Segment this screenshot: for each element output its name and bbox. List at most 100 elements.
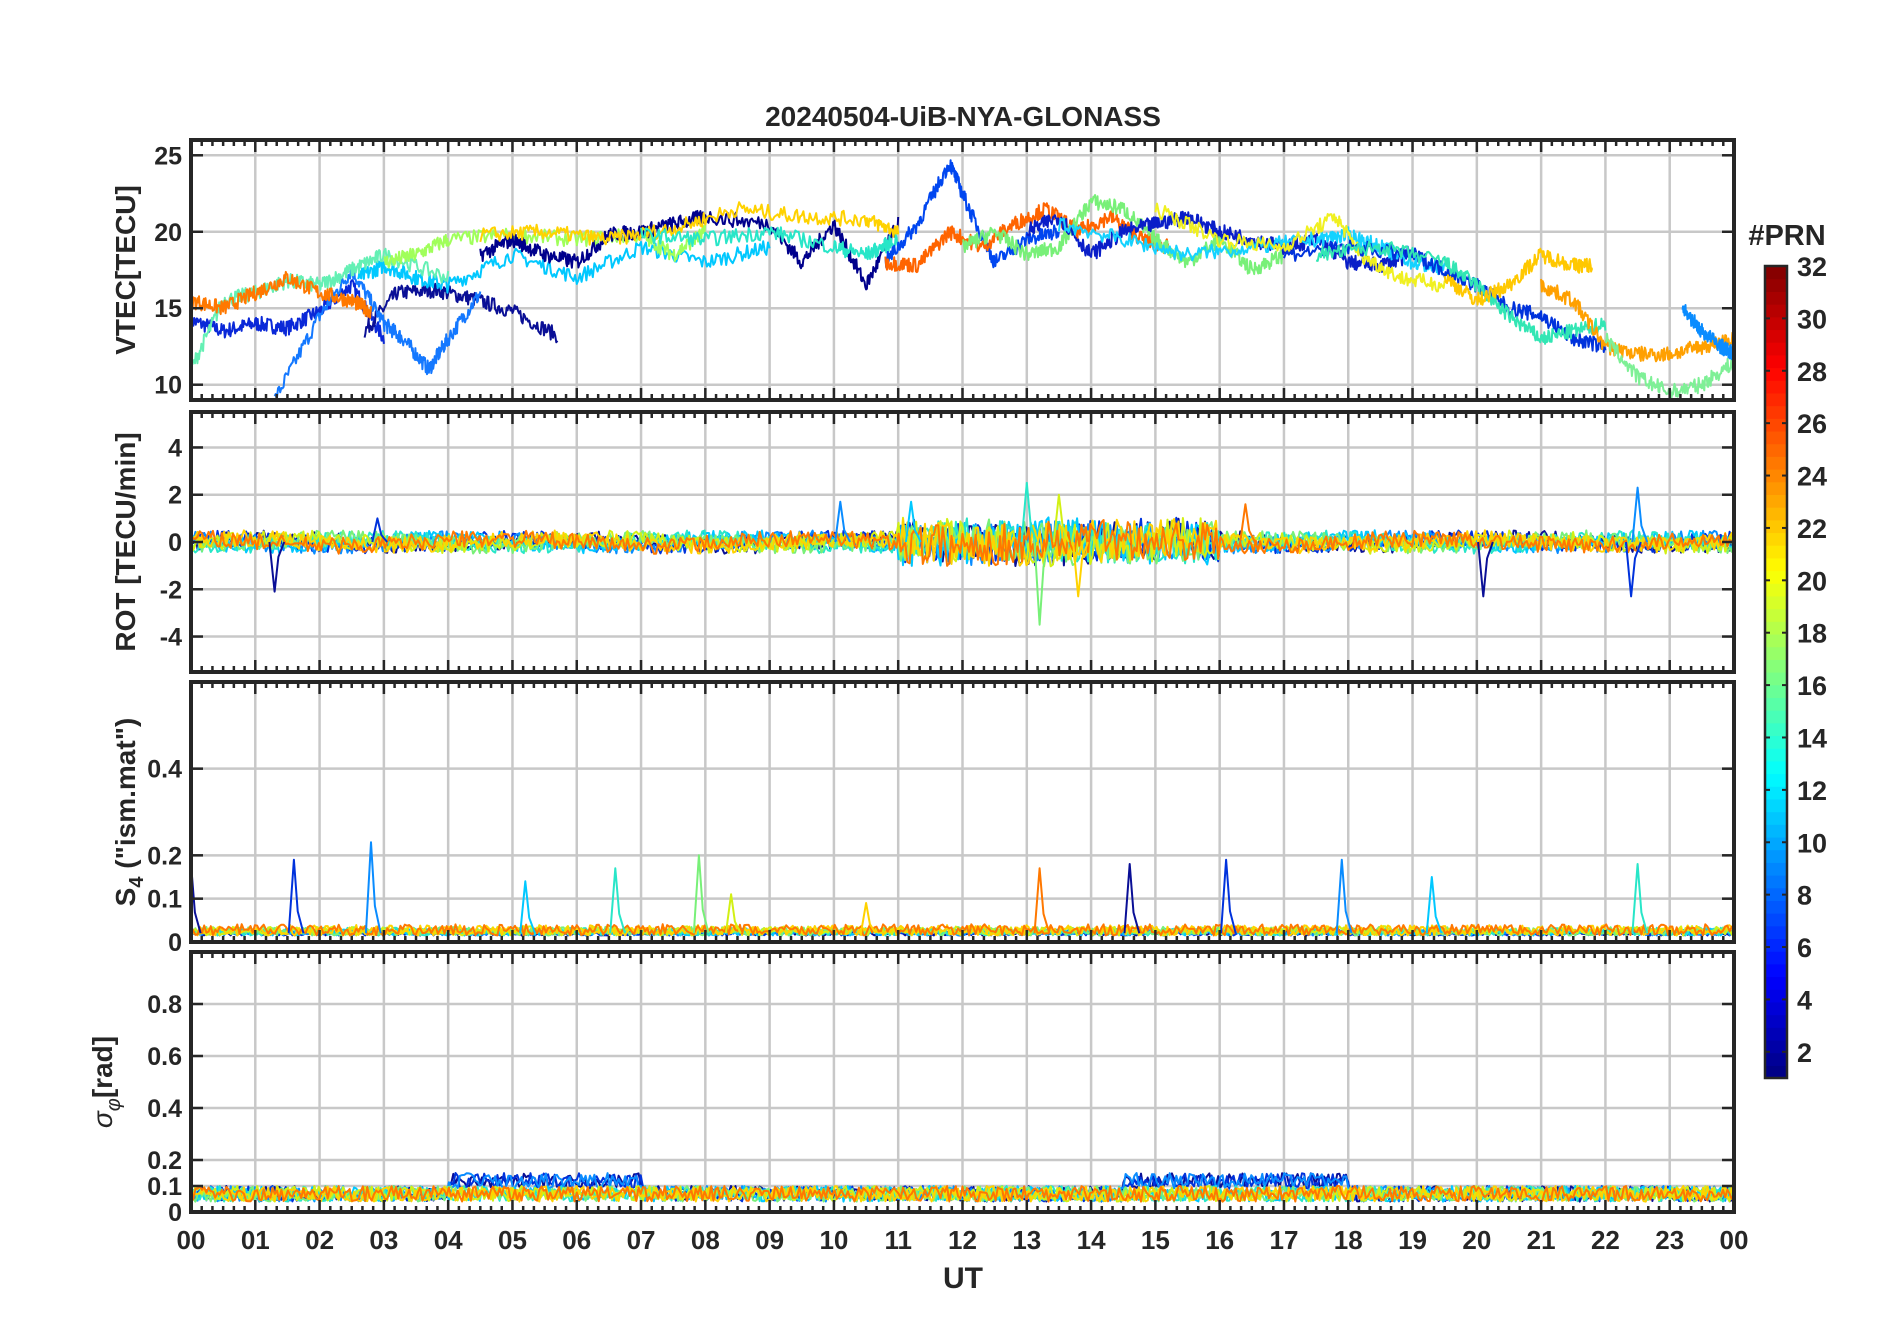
y-tick-label: 0.2 [147, 842, 182, 870]
colorbar-segment [1765, 456, 1787, 470]
y-axis-label-subscript: φ [103, 1098, 125, 1111]
noise-trace [191, 519, 1734, 567]
panel-vtec: 10 15 20 25 VTEC[TECU] [110, 138, 1736, 402]
colorbar-segment [1765, 304, 1787, 318]
x-tick-label: 05 [498, 1225, 527, 1255]
colorbar-segment [1765, 1065, 1787, 1079]
colorbar-segment [1765, 316, 1787, 331]
spike-mark [1239, 503, 1256, 543]
colorbar-segment [1765, 1027, 1787, 1041]
colorbar-segment [1765, 684, 1787, 698]
colorbar-segment [1765, 354, 1787, 369]
colorbar-segment [1765, 722, 1787, 737]
vtec-series-prn-19 [1154, 202, 1446, 293]
colorbar-segment [1765, 760, 1787, 775]
y-tick-label: 0.4 [147, 1095, 182, 1123]
x-tick-label: 10 [819, 1225, 848, 1255]
colorbar-segment [1765, 291, 1787, 305]
colorbar-label: #PRN [1748, 220, 1825, 252]
colorbar-tick-label: 26 [1797, 409, 1827, 439]
colorbar-segment [1765, 773, 1787, 787]
vtec-series-prn-11 [357, 240, 771, 294]
colorbar-tick-label: 28 [1797, 357, 1827, 387]
vtec-series-prn-1 [479, 209, 900, 291]
colorbar-segment [1765, 900, 1787, 914]
colorbar-tick-label: 6 [1797, 933, 1812, 963]
y-axis-label-s4: S4 ("ism.mat") [110, 718, 148, 907]
vtec-series-prn-23 [191, 270, 372, 319]
colorbar-segment [1765, 583, 1787, 597]
x-tick-label: 15 [1141, 1225, 1170, 1255]
colorbar-segment [1765, 925, 1787, 940]
colorbar-segment [1765, 418, 1787, 432]
colorbar-segment [1765, 646, 1787, 660]
y-tick-label: 0 [168, 529, 182, 557]
x-tick-label: 20 [1462, 1225, 1491, 1255]
spike-mark [609, 867, 626, 934]
colorbar-segment [1765, 976, 1787, 990]
y-tick-label: 0.1 [147, 886, 182, 914]
colorbar-segment [1765, 836, 1787, 851]
vtec-series-prn-6 [884, 159, 1060, 269]
colorbar-tick-label: 4 [1797, 985, 1812, 1015]
vtec-series-prn-17 [962, 194, 1285, 276]
colorbar-segment [1765, 481, 1787, 495]
y-tick-label: 15 [154, 295, 182, 323]
spike-mark [1220, 858, 1237, 934]
spike-mark [904, 500, 922, 543]
colorbar-segment [1765, 494, 1787, 508]
colorbar-segment [1765, 951, 1787, 965]
spike-mark [1477, 541, 1494, 598]
noise-trace [191, 1185, 1734, 1203]
colorbar-tick-label: 20 [1797, 566, 1827, 596]
spike-mark [1072, 541, 1089, 598]
x-tick-label: 18 [1334, 1225, 1363, 1255]
x-tick-label: 00 [177, 1225, 206, 1255]
x-tick-label: 08 [691, 1225, 720, 1255]
colorbar-tick-label: 8 [1797, 881, 1812, 911]
y-axis-label-vtec: VTEC[TECU] [110, 185, 141, 355]
spike-mark [1425, 876, 1443, 934]
colorbar-segment [1765, 735, 1787, 749]
y-tick-label: 10 [154, 372, 182, 400]
colorbar-tick-label: 24 [1797, 462, 1827, 492]
colorbar-segment [1765, 633, 1787, 648]
x-tick-label: 22 [1591, 1225, 1620, 1255]
y-tick-label: 0.6 [147, 1043, 182, 1071]
x-tick-label: 17 [1269, 1225, 1298, 1255]
x-tick-label: 07 [627, 1225, 656, 1255]
colorbar-segment [1765, 659, 1787, 673]
colorbar-segment [1765, 672, 1787, 686]
x-tick-label: 16 [1205, 1225, 1234, 1255]
vtec-series-prn-22 [1540, 278, 1734, 363]
colorbar-segment [1765, 278, 1787, 292]
colorbar-segment [1765, 1001, 1787, 1016]
colorbar-segment [1765, 862, 1787, 876]
colorbar-segment [1765, 469, 1787, 483]
colorbar-segment [1765, 824, 1787, 838]
spike-mark [1625, 541, 1642, 598]
vtec-series-prn-13 [640, 226, 899, 261]
y-tick-label: -4 [160, 624, 182, 652]
colorbar-segment [1765, 786, 1787, 800]
y-tick-label: 0.2 [147, 1147, 182, 1175]
colorbar-segment [1765, 266, 1787, 280]
colorbar-segment [1765, 1014, 1787, 1028]
y-tick-label: -2 [160, 576, 182, 604]
colorbar-segment [1765, 875, 1787, 889]
y-axis-label-symbol: σ [87, 1110, 118, 1128]
spike-mark [1335, 858, 1353, 934]
colorbar-segment [1765, 913, 1787, 927]
x-tick-label: 03 [369, 1225, 398, 1255]
panel-rot: -4 -2 0 2 4 ROT [TECU/min] [110, 410, 1736, 674]
colorbar-segment [1765, 532, 1787, 546]
colorbar-segment [1765, 380, 1787, 394]
colorbar-segment [1765, 557, 1787, 572]
colorbar-tick-label: 10 [1797, 828, 1827, 858]
colorbar-segment [1765, 342, 1787, 356]
vtec-series-prn-3 [1025, 210, 1414, 273]
colorbar-tick-label: 22 [1797, 514, 1827, 544]
